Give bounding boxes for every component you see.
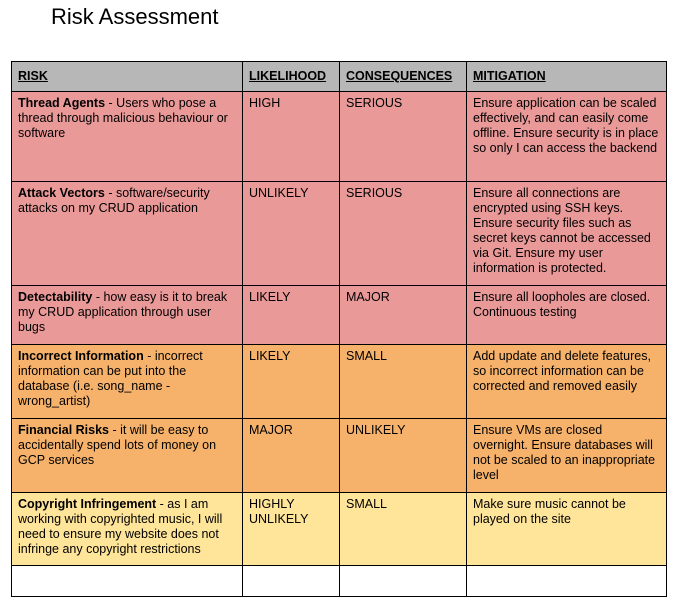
risk-description: - it will be easy to accidentally spend …: [18, 423, 217, 467]
consequences-cell: SERIOUS: [339, 181, 467, 286]
empty-cell: [242, 565, 340, 597]
table-row: Financial Risks - it will be easy to acc…: [11, 418, 667, 493]
risk-description: - as I am working with copyrighted music…: [18, 497, 223, 556]
mitigation-cell: Ensure all connections are encrypted usi…: [466, 181, 667, 286]
table-row: Incorrect Information - incorrect inform…: [11, 344, 667, 419]
consequences-cell: SMALL: [339, 492, 467, 566]
header-consequences: CONSEQUENCES: [339, 61, 467, 92]
table-row: Copyright Infringement - as I am working…: [11, 492, 667, 566]
risk-table: RISK LIKELIHOOD CONSEQUENCES MITIGATION …: [11, 61, 667, 597]
likelihood-cell: LIKELY: [242, 344, 340, 419]
risk-cell: Copyright Infringement - as I am working…: [11, 492, 243, 566]
risk-cell: Financial Risks - it will be easy to acc…: [11, 418, 243, 493]
header-risk: RISK: [11, 61, 243, 92]
risk-cell: Thread Agents - Users who pose a thread …: [11, 91, 243, 182]
likelihood-cell: LIKELY: [242, 285, 340, 345]
risk-cell: Incorrect Information - incorrect inform…: [11, 344, 243, 419]
table-row: Detectability - how easy is it to break …: [11, 285, 667, 345]
consequences-cell: SERIOUS: [339, 91, 467, 182]
likelihood-cell: HIGH: [242, 91, 340, 182]
empty-cell: [339, 565, 467, 597]
mitigation-cell: Make sure music cannot be played on the …: [466, 492, 667, 566]
header-mitigation: MITIGATION: [466, 61, 667, 92]
table-row: Attack Vectors - software/security attac…: [11, 181, 667, 286]
page-title: Risk Assessment: [51, 4, 219, 29]
risk-description: - how easy is it to break my CRUD applic…: [18, 290, 228, 334]
likelihood-cell: MAJOR: [242, 418, 340, 493]
mitigation-cell: Ensure VMs are closed overnight. Ensure …: [466, 418, 667, 493]
likelihood-cell: UNLIKELY: [242, 181, 340, 286]
risk-name: Financial Risks: [18, 423, 110, 437]
empty-cell: [466, 565, 667, 597]
empty-cell: [11, 565, 243, 597]
empty-row: [11, 565, 667, 597]
consequences-cell: MAJOR: [339, 285, 467, 345]
mitigation-cell: Ensure application can be scaled effecti…: [466, 91, 667, 182]
risk-cell: Attack Vectors - software/security attac…: [11, 181, 243, 286]
risk-description: - incorrect information can be put into …: [18, 349, 203, 408]
risk-name: Copyright Infringement: [18, 497, 157, 511]
header-likelihood: LIKELIHOOD: [242, 61, 340, 92]
consequences-cell: SMALL: [339, 344, 467, 419]
mitigation-cell: Ensure all loopholes are closed. Continu…: [466, 285, 667, 345]
header-row: RISK LIKELIHOOD CONSEQUENCES MITIGATION: [11, 61, 667, 92]
mitigation-cell: Add update and delete features, so incor…: [466, 344, 667, 419]
likelihood-cell: HIGHLY UNLIKELY: [242, 492, 340, 566]
risk-name: Incorrect Information: [18, 349, 144, 363]
risk-cell: Detectability - how easy is it to break …: [11, 285, 243, 345]
table-row: Thread Agents - Users who pose a thread …: [11, 91, 667, 182]
risk-name: Thread Agents: [18, 96, 106, 110]
risk-name: Attack Vectors: [18, 186, 105, 200]
consequences-cell: UNLIKELY: [339, 418, 467, 493]
risk-name: Detectability: [18, 290, 93, 304]
risk-description: - Users who pose a thread through malici…: [18, 96, 228, 140]
risk-description: - software/security attacks on my CRUD a…: [18, 186, 210, 215]
